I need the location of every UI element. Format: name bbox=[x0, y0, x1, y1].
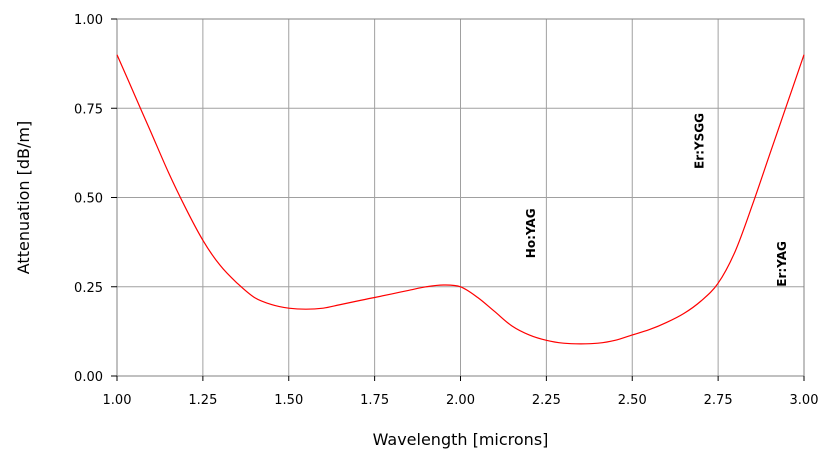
y-tick-label: 0.25 bbox=[74, 281, 103, 296]
x-tick-label: 1.75 bbox=[360, 393, 389, 408]
x-axis-tick-labels: 1.00 1.25 1.50 1.75 2.00 2.25 2.50 2.75 3.00 bbox=[103, 393, 819, 408]
x-tick-label: 1.25 bbox=[188, 393, 217, 408]
y-tick-label: 0.50 bbox=[74, 192, 103, 207]
x-axis-title: Wavelength [microns] bbox=[373, 430, 549, 449]
x-tick-label: 1.50 bbox=[274, 393, 303, 408]
x-tick-label: 2.00 bbox=[446, 393, 475, 408]
laser-annotation: Er:YSGG bbox=[693, 113, 707, 169]
y-axis-title: Attenuation [dB/m] bbox=[14, 121, 33, 274]
laser-annotation: Er:YAG bbox=[775, 241, 789, 287]
laser-annotation: Ho:YAG bbox=[524, 208, 538, 258]
attenuation-curve bbox=[116, 54, 805, 345]
y-axis-tick-labels: 0.00 0.25 0.50 0.75 1.00 bbox=[74, 13, 103, 385]
grid bbox=[116, 18, 805, 377]
x-tick-label: 2.25 bbox=[532, 393, 561, 408]
y-tick-label: 0.75 bbox=[74, 102, 103, 117]
y-tick-label: 0.00 bbox=[74, 370, 103, 385]
x-tick-label: 2.50 bbox=[618, 393, 647, 408]
x-tick-label: 3.00 bbox=[790, 393, 819, 408]
x-tick-label: 1.00 bbox=[103, 393, 132, 408]
annotations: Ho:YAG Er:YSGG Er:YAG bbox=[524, 113, 789, 287]
x-tick-label: 2.75 bbox=[704, 393, 733, 408]
axis-ticks bbox=[111, 18, 805, 381]
y-tick-label: 1.00 bbox=[74, 13, 103, 28]
